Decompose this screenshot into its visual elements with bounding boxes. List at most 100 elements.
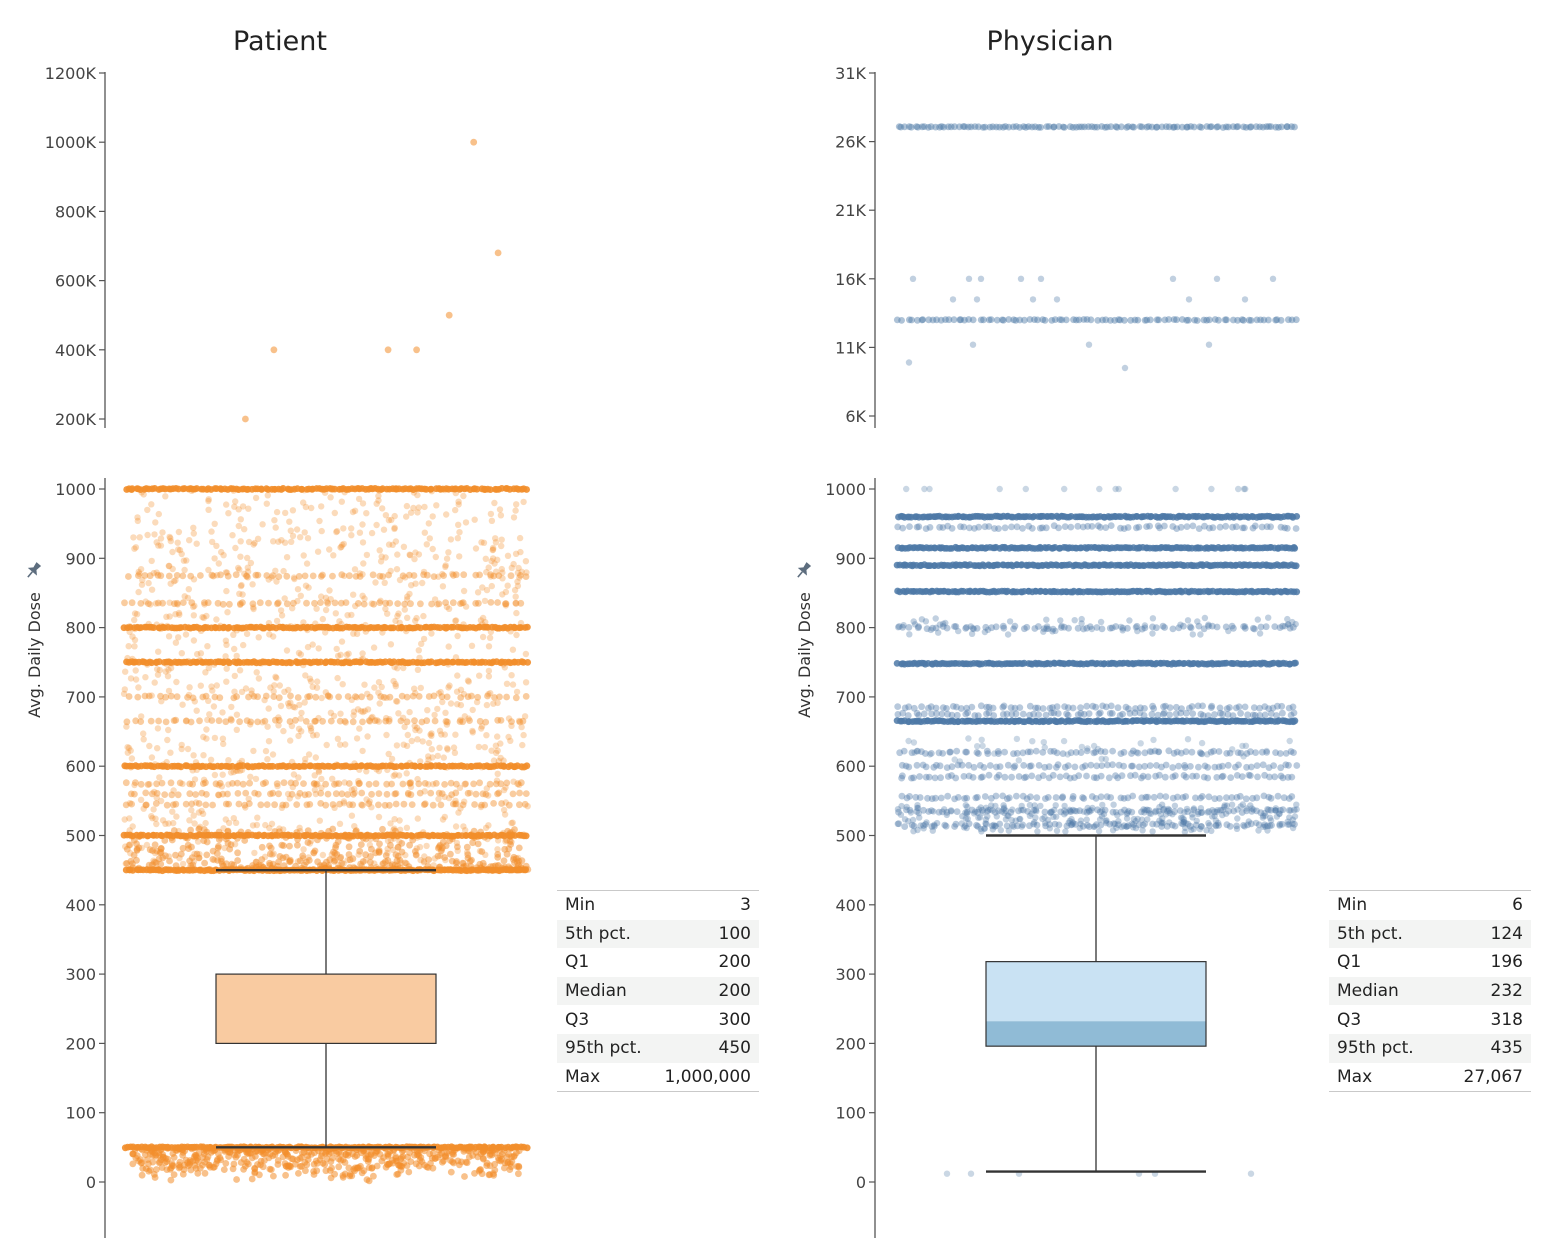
data-point	[995, 525, 1002, 532]
data-point	[1109, 761, 1116, 769]
data-point	[184, 694, 191, 701]
data-point	[359, 592, 366, 599]
data-point	[462, 780, 469, 787]
data-point	[338, 498, 345, 505]
data-point	[140, 491, 147, 498]
data-point	[210, 703, 218, 710]
data-point	[443, 511, 450, 518]
data-point	[352, 693, 359, 700]
data-point	[302, 1167, 309, 1175]
data-point	[180, 557, 188, 564]
data-point	[285, 686, 292, 694]
data-point	[179, 780, 186, 788]
data-point	[1054, 710, 1062, 717]
data-point	[186, 537, 193, 544]
data-point	[1236, 792, 1244, 800]
data-point	[295, 725, 303, 732]
data-point	[172, 716, 180, 724]
tick-label: 300	[65, 965, 96, 984]
data-point	[153, 1166, 160, 1173]
data-point	[211, 771, 219, 779]
data-point	[313, 605, 320, 612]
data-point	[1211, 711, 1218, 718]
data-point	[1024, 808, 1031, 815]
data-point	[232, 498, 239, 505]
data-point	[459, 599, 467, 606]
data-point	[244, 568, 252, 575]
data-point	[208, 683, 215, 690]
data-point	[338, 638, 346, 645]
data-point	[336, 717, 344, 725]
data-point	[349, 508, 357, 516]
data-point	[333, 780, 340, 787]
data-point	[282, 1171, 289, 1179]
data-point	[1277, 316, 1285, 324]
data-point	[517, 548, 524, 556]
data-point	[123, 860, 131, 867]
data-point	[148, 557, 155, 565]
data-point	[1069, 704, 1077, 712]
data-point	[376, 572, 384, 580]
data-point	[242, 415, 249, 423]
data-point	[351, 785, 358, 793]
data-point	[1029, 738, 1036, 745]
data-point	[132, 676, 140, 683]
data-point	[272, 673, 279, 680]
data-point	[498, 536, 505, 543]
data-point	[162, 668, 169, 675]
data-point	[152, 519, 159, 526]
data-point	[200, 752, 207, 759]
data-point	[318, 593, 325, 600]
data-point	[123, 845, 131, 853]
data-point	[937, 794, 945, 802]
data-point	[234, 779, 241, 787]
data-point	[489, 546, 496, 554]
data-point	[414, 666, 422, 673]
data-point	[189, 780, 197, 788]
data-point	[222, 718, 230, 726]
data-point	[133, 856, 140, 864]
data-point	[412, 617, 419, 624]
data-point	[1071, 617, 1078, 624]
pin-icon[interactable]	[23, 560, 43, 581]
data-point	[142, 674, 149, 681]
data-point	[239, 591, 246, 598]
data-point	[503, 693, 510, 701]
data-point	[412, 549, 419, 556]
data-point	[331, 856, 339, 864]
data-point	[403, 513, 410, 520]
data-point	[363, 551, 371, 559]
data-point	[437, 801, 445, 809]
data-point	[943, 624, 951, 632]
data-point	[973, 296, 981, 303]
data-point	[351, 566, 359, 573]
data-point	[1144, 773, 1152, 781]
data-point	[346, 572, 353, 580]
data-point	[1171, 772, 1179, 780]
data-point	[207, 756, 215, 763]
data-point	[1204, 764, 1212, 771]
data-point	[319, 615, 326, 623]
data-point	[366, 693, 374, 701]
data-point	[1019, 525, 1026, 532]
data-point	[345, 650, 352, 657]
data-point	[410, 572, 418, 579]
data-point	[237, 600, 244, 608]
data-point	[1129, 762, 1136, 770]
data-point	[1144, 793, 1152, 801]
data-point	[254, 571, 262, 579]
tick-label: 16K	[835, 270, 866, 289]
data-point	[1251, 522, 1259, 530]
data-point	[332, 610, 339, 617]
tick-label: 800	[835, 619, 866, 638]
data-point	[1247, 317, 1255, 324]
data-point	[1268, 821, 1275, 829]
data-point	[471, 516, 478, 523]
data-point	[522, 866, 529, 874]
data-point	[487, 510, 495, 518]
data-point	[1039, 749, 1047, 756]
data-point	[265, 705, 272, 712]
data-point	[337, 710, 344, 717]
data-point	[1040, 739, 1048, 746]
